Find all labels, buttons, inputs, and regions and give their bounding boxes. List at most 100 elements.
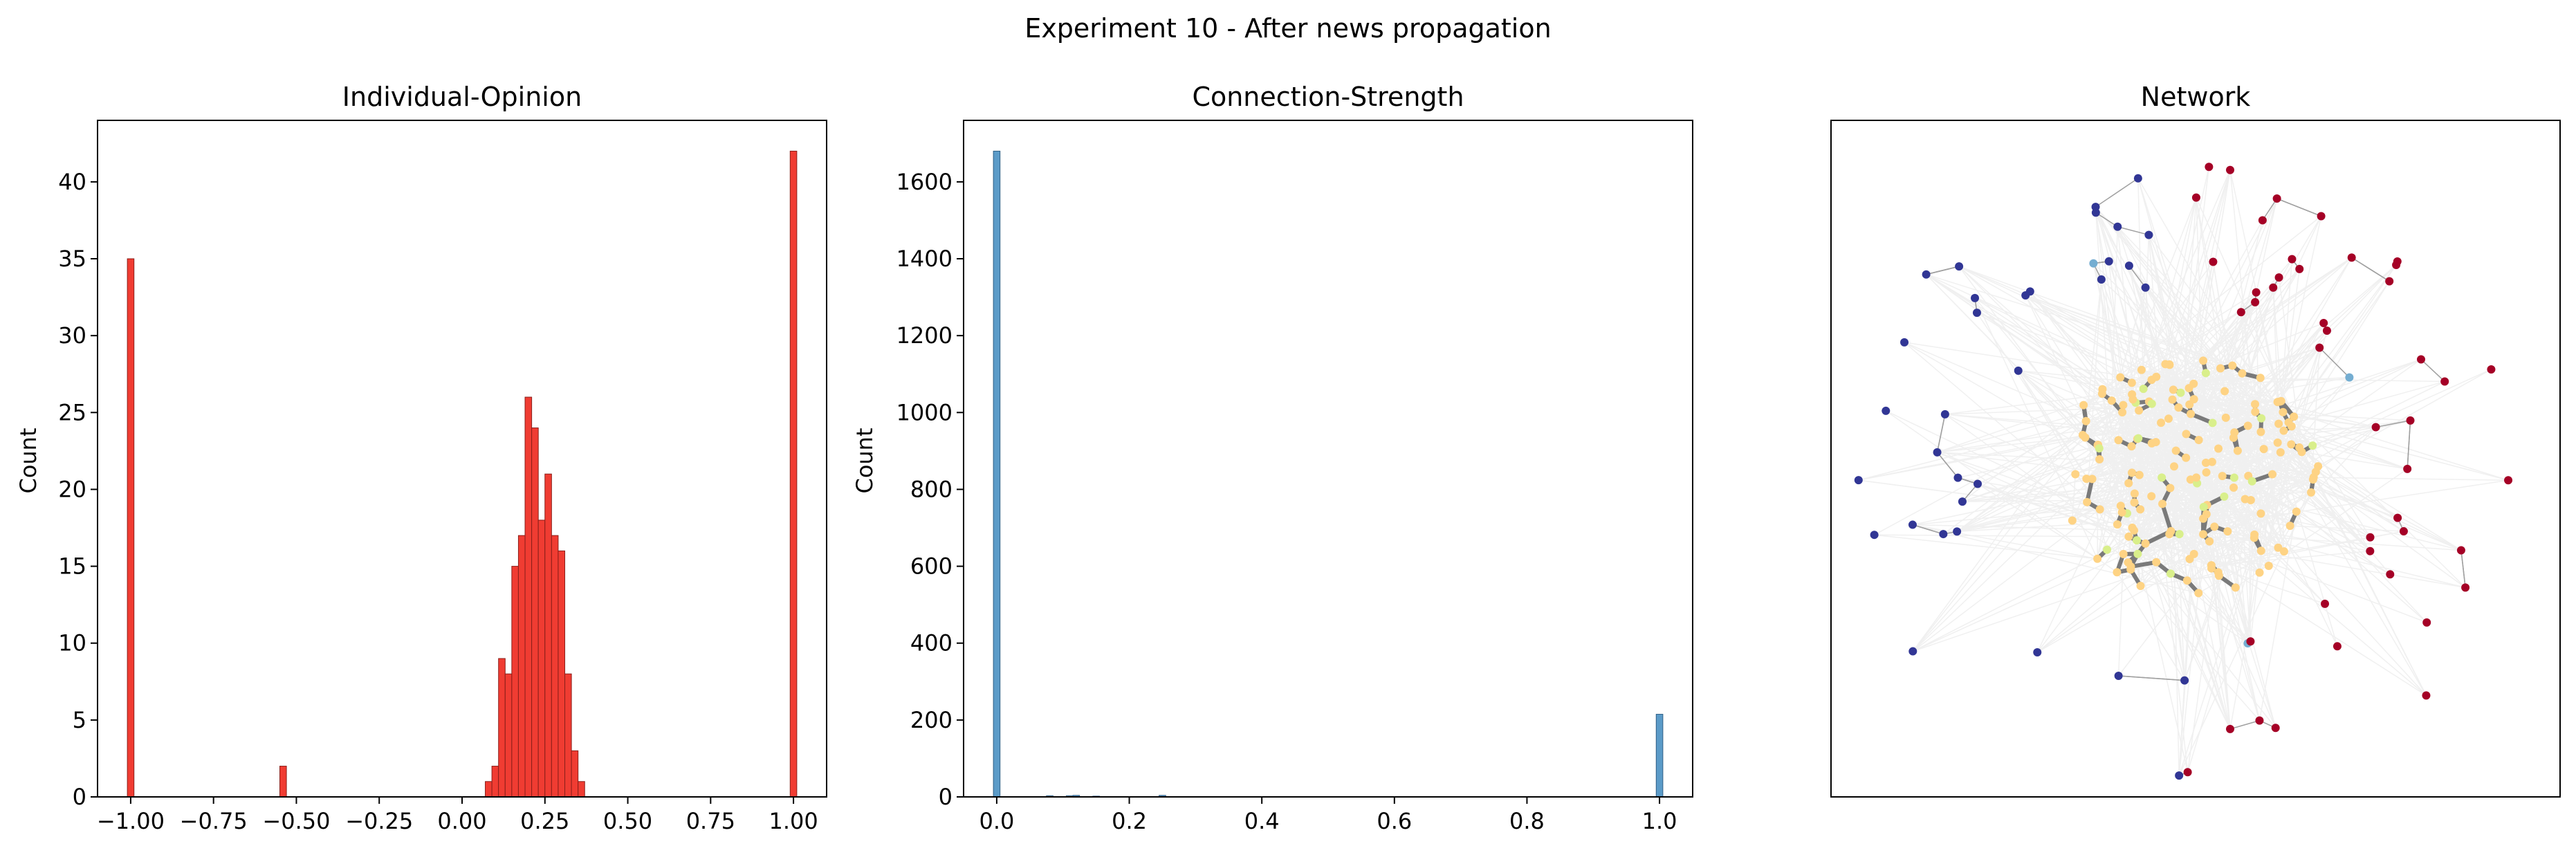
network-node <box>2406 416 2415 425</box>
network-edge <box>2111 400 2231 730</box>
opinion-x-tick-label: 0.00 <box>437 808 486 834</box>
network-node <box>2274 273 2283 282</box>
network-node <box>2220 387 2229 396</box>
network-edge <box>2160 502 2173 533</box>
network-node <box>2226 165 2235 174</box>
network-node <box>2130 489 2139 498</box>
strength-bar <box>1655 714 1664 798</box>
network-edge <box>2170 169 2231 531</box>
axes-frame-individual-opinion <box>97 120 827 798</box>
network-edge <box>2175 420 2411 452</box>
network-node <box>2033 648 2042 657</box>
network-edge <box>2262 198 2278 221</box>
network-edge <box>2164 167 2210 365</box>
network-edge <box>2161 198 2278 478</box>
network-edge <box>1937 452 2146 544</box>
network-edge <box>1912 462 2207 526</box>
network-edge <box>2162 264 2397 504</box>
network-edge <box>2312 445 2371 538</box>
network-node <box>2243 421 2252 430</box>
network-node <box>2347 253 2356 262</box>
network-node <box>2210 522 2219 531</box>
network-node <box>2183 768 2192 777</box>
strength-x-tick-label: 0.4 <box>1244 808 1280 834</box>
network-node <box>2308 475 2317 484</box>
network-node <box>2168 395 2177 404</box>
network-edge <box>1956 388 2144 533</box>
strength-x-tick-label: 0.0 <box>979 808 1014 834</box>
network-node <box>2268 470 2277 479</box>
strength-y-tick-label: 1600 <box>896 169 953 195</box>
opinion-y-tick-label: 30 <box>58 322 86 349</box>
network-node <box>2158 499 2167 508</box>
network-edge <box>1977 483 2118 525</box>
opinion-y-tick-label: 0 <box>73 784 86 810</box>
network-node <box>1908 647 1917 656</box>
network-edge <box>1926 266 1960 275</box>
strength-y-tick-label: 1200 <box>896 322 953 349</box>
network-node <box>2393 257 2402 266</box>
network-node <box>2238 369 2247 378</box>
network-node <box>2440 377 2449 386</box>
network-edge <box>2351 257 2390 282</box>
network-node <box>2114 671 2123 680</box>
network-node <box>2308 441 2317 450</box>
network-node <box>2133 174 2142 183</box>
network-edge <box>1936 452 1959 479</box>
network-edge <box>1912 393 2103 652</box>
network-edge <box>2128 265 2173 400</box>
network-node <box>2288 255 2297 264</box>
opinion-y-tick-label: 25 <box>58 399 86 425</box>
network-node <box>2205 163 2214 172</box>
network-node <box>2202 468 2211 477</box>
network-node <box>2189 379 2198 388</box>
network-node <box>2078 430 2087 439</box>
network-node <box>2251 297 2260 306</box>
network-edge <box>2301 451 2408 470</box>
network-edge <box>2122 412 2195 555</box>
network-node <box>2187 410 2196 419</box>
network-node <box>1908 520 1917 529</box>
network-node <box>2097 389 2106 398</box>
network-node <box>2113 568 2122 577</box>
network-node <box>1953 473 1962 482</box>
network-edge <box>1977 483 2098 560</box>
strength-y-tick-label: 1000 <box>896 399 953 425</box>
network-edge <box>2151 257 2353 405</box>
network-edge <box>2140 585 2261 721</box>
strength-y-tick-label: 600 <box>910 553 953 580</box>
network-edge <box>1904 342 2207 473</box>
network-node <box>2152 372 2161 381</box>
network-node <box>1958 497 1967 506</box>
network-edge <box>2128 265 2146 288</box>
network-node <box>2218 472 2227 481</box>
network-node <box>2416 355 2425 364</box>
network-node <box>2295 264 2304 273</box>
opinion-bar <box>531 428 539 798</box>
network-node <box>2116 502 2125 511</box>
network-node <box>2135 406 2144 415</box>
network-node <box>2164 414 2173 423</box>
network-edge <box>2117 226 2149 236</box>
network-edge <box>2092 263 2121 378</box>
network-edge <box>2072 401 2281 522</box>
opinion-bar <box>485 781 493 798</box>
network-node <box>2182 453 2191 462</box>
network-node <box>2114 436 2123 445</box>
network-node <box>2185 555 2194 564</box>
network-edge <box>2095 206 2166 365</box>
opinion-bar <box>127 258 135 798</box>
network-edge <box>2122 412 2398 519</box>
opinion-bar <box>551 535 559 798</box>
opinion-bar <box>558 550 566 798</box>
network-node <box>2135 470 2144 479</box>
network-edge <box>1912 508 2101 652</box>
network-node <box>2133 549 2142 558</box>
network-node <box>1922 270 1931 279</box>
network-node <box>2130 498 2139 507</box>
network-node <box>2147 399 2156 408</box>
strength-y-tick-label: 0 <box>939 784 953 810</box>
network-node <box>2182 430 2191 439</box>
network-node <box>2093 554 2102 563</box>
network-node <box>2461 583 2470 592</box>
